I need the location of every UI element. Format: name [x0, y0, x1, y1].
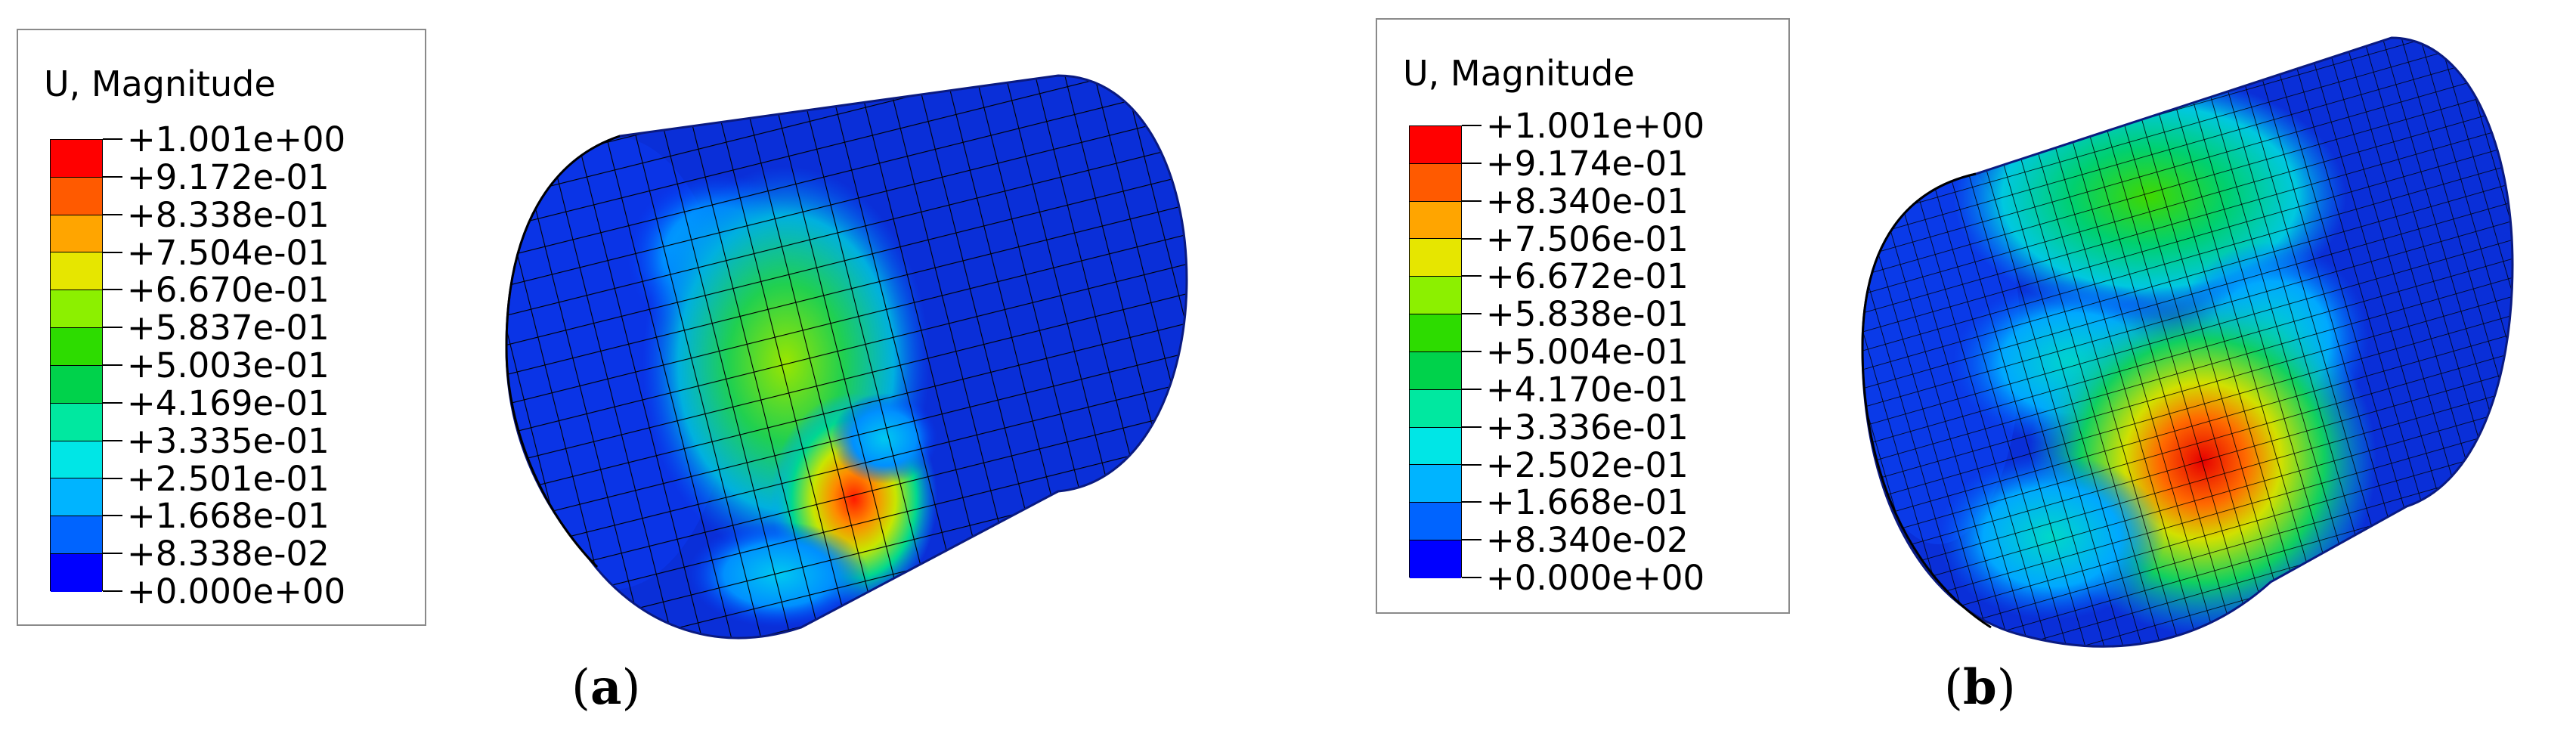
color-swatch [1410, 427, 1461, 466]
tick-mark [103, 439, 122, 441]
tick-mark [103, 251, 122, 253]
color-bar [50, 139, 103, 592]
panel-a: U, Magnitude +1.001e+00 +9.172e-01 +8.338e… [17, 29, 1188, 716]
tick-mark [103, 213, 122, 215]
tick-mark [1462, 313, 1482, 315]
color-swatch [51, 554, 102, 592]
tick-mark [1462, 275, 1482, 277]
tick-label: +7.504e-01 [127, 232, 330, 273]
color-swatch [1410, 540, 1461, 578]
tick-mark [103, 138, 122, 140]
tick-mark [1462, 351, 1482, 352]
tick-mark [1462, 426, 1482, 428]
tick-mark [1462, 237, 1482, 240]
tick-mark [103, 175, 122, 178]
tick-mark [103, 327, 122, 329]
caption-b: (b) [1944, 659, 2016, 716]
deformed-cylinder-a [505, 74, 1188, 639]
tick-label: +6.670e-01 [127, 270, 330, 311]
tick-label: +0.000e+00 [127, 571, 346, 612]
color-swatch [51, 441, 102, 479]
tick-mark [103, 515, 122, 517]
panel-b: U, Magnitude +1.001e+00 +9.174e-01 +8.340e… [1288, 0, 2576, 737]
deformed-cylinder-b [1861, 36, 2514, 648]
tick-label: +1.001e+00 [1486, 106, 1705, 146]
tick-label: +4.169e-01 [127, 382, 330, 423]
tick-label: +0.000e+00 [1486, 558, 1705, 598]
tick-mark [103, 401, 122, 404]
tick-mark [1462, 463, 1482, 466]
tick-mark [1462, 125, 1482, 126]
tick-label: +9.174e-01 [1486, 143, 1689, 184]
tick-mark [103, 289, 122, 291]
color-swatch [1410, 389, 1461, 428]
tick-label: +5.838e-01 [1486, 294, 1689, 335]
tick-label: +5.004e-01 [1486, 332, 1689, 372]
tick-mark [103, 553, 122, 555]
tick-label: +2.501e-01 [127, 458, 330, 499]
tick-label: +8.340e-02 [1486, 520, 1689, 561]
color-swatch [1410, 126, 1461, 164]
color-swatch [51, 516, 102, 555]
tick-label: +2.502e-01 [1486, 444, 1689, 485]
tick-mark [1462, 162, 1482, 164]
legend-a: U, Magnitude +1.001e+00 +9.172e-01 +8.338e… [17, 29, 426, 626]
tick-label: +7.506e-01 [1486, 218, 1689, 259]
color-swatch [51, 403, 102, 441]
color-swatch [51, 478, 102, 517]
color-swatch [1410, 465, 1461, 503]
color-swatch [1410, 201, 1461, 240]
color-swatch [51, 290, 102, 329]
tick-mark [1462, 388, 1482, 390]
color-swatch [1410, 314, 1461, 352]
color-swatch [51, 365, 102, 404]
tick-label: +5.003e-01 [127, 345, 330, 386]
tick-mark [103, 477, 122, 479]
tick-mark [1462, 200, 1482, 202]
legend-title: U, Magnitude [1403, 53, 1635, 94]
color-swatch [51, 215, 102, 253]
tick-label: +1.668e-01 [1486, 482, 1689, 523]
color-swatch [51, 252, 102, 291]
legend-title: U, Magnitude [44, 63, 276, 104]
caption-a: (a) [571, 659, 641, 716]
tick-label: +8.338e-02 [127, 534, 330, 574]
tick-mark [103, 364, 122, 366]
color-swatch [1410, 277, 1461, 315]
color-swatch [51, 328, 102, 366]
tick-mark [1462, 539, 1482, 541]
color-swatch [1410, 503, 1461, 541]
tick-mark [103, 590, 122, 592]
tick-label: +8.340e-01 [1486, 181, 1689, 221]
tick-label: +6.672e-01 [1486, 256, 1689, 297]
color-swatch [51, 177, 102, 215]
color-swatch [1410, 163, 1461, 202]
color-swatch [51, 140, 102, 178]
tick-label: +1.001e+00 [127, 119, 346, 159]
tick-label: +8.338e-01 [127, 194, 330, 235]
tick-label: +5.837e-01 [127, 308, 330, 348]
tick-label: +1.668e-01 [127, 496, 330, 537]
legend-b: U, Magnitude +1.001e+00 +9.174e-01 +8.340e… [1376, 18, 1790, 614]
tick-label: +9.172e-01 [127, 156, 330, 197]
tick-label: +3.335e-01 [127, 420, 330, 461]
color-swatch [1410, 351, 1461, 390]
tick-label: +4.170e-01 [1486, 369, 1689, 410]
tick-label: +3.336e-01 [1486, 407, 1689, 447]
color-swatch [1410, 239, 1461, 277]
tick-mark [1462, 501, 1482, 503]
color-bar [1409, 125, 1462, 578]
tick-mark [1462, 577, 1482, 578]
